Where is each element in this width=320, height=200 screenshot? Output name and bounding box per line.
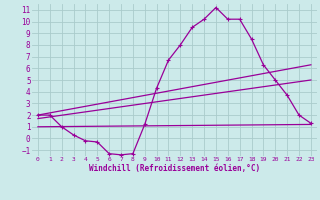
X-axis label: Windchill (Refroidissement éolien,°C): Windchill (Refroidissement éolien,°C) — [89, 164, 260, 173]
